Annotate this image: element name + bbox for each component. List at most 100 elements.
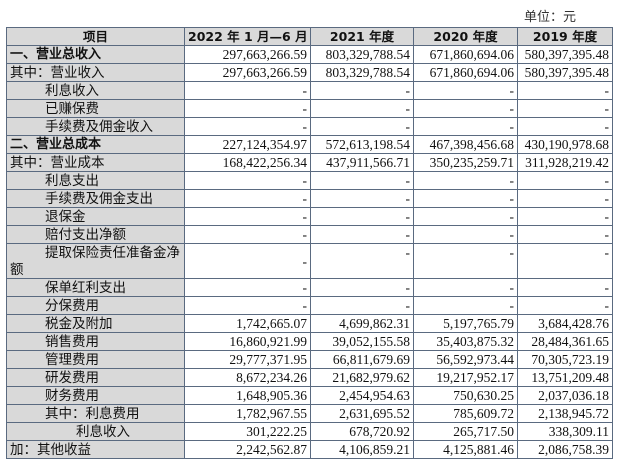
table-row: 研发费用 8,672,234.26 21,682,979.62 19,217,952.… bbox=[6, 368, 613, 387]
value-cell: 168,422,256.34 bbox=[184, 153, 311, 172]
value-cell: - bbox=[310, 207, 414, 226]
value-cell: - bbox=[310, 243, 414, 279]
value-cell: - bbox=[184, 81, 311, 100]
value-cell: 1,742,665.07 bbox=[184, 314, 311, 333]
table-row: 已赚保费 - - - - bbox=[6, 99, 613, 118]
value-cell: - bbox=[184, 117, 311, 136]
header-2019: 2019 年度 bbox=[517, 27, 613, 46]
row-label: 其中：营业成本 bbox=[6, 153, 185, 172]
table-row: 管理费用 29,777,371.95 66,811,679.69 56,592,973… bbox=[6, 350, 613, 369]
value-cell: - bbox=[413, 243, 518, 279]
value-cell: - bbox=[517, 278, 613, 297]
value-cell: - bbox=[310, 278, 414, 297]
value-cell: - bbox=[413, 171, 518, 190]
value-cell: 311,928,219.42 bbox=[517, 153, 613, 172]
value-cell: 2,037,036.18 bbox=[517, 386, 613, 405]
value-cell: 4,699,862.31 bbox=[310, 314, 414, 333]
value-cell: 350,235,259.71 bbox=[413, 153, 518, 172]
value-cell: 4,106,859.21 bbox=[310, 440, 414, 459]
value-cell: - bbox=[517, 296, 613, 315]
row-label: 其中：利息费用 bbox=[6, 404, 185, 423]
value-cell: - bbox=[310, 99, 414, 118]
value-cell: 28,484,361.65 bbox=[517, 332, 613, 351]
table-row: 分保费用 - - - - bbox=[6, 296, 613, 315]
value-cell: 2,138,945.72 bbox=[517, 404, 613, 423]
value-cell: 301,222.25 bbox=[184, 422, 311, 441]
value-cell: 13,751,209.48 bbox=[517, 368, 613, 387]
value-cell: 2,631,695.52 bbox=[310, 404, 414, 423]
row-label: 税金及附加 bbox=[6, 314, 185, 333]
value-cell: 430,190,978.68 bbox=[517, 135, 613, 154]
value-cell: 580,397,395.48 bbox=[517, 63, 613, 82]
value-cell: 8,672,234.26 bbox=[184, 368, 311, 387]
value-cell: - bbox=[184, 171, 311, 190]
row-label: 已赚保费 bbox=[6, 99, 185, 118]
value-cell: - bbox=[184, 225, 311, 244]
table-row: 其中：利息费用 1,782,967.55 2,631,695.52 785,609.7… bbox=[6, 404, 613, 423]
value-cell: 678,720.92 bbox=[310, 422, 414, 441]
value-cell: 785,609.72 bbox=[413, 404, 518, 423]
value-cell: 803,329,788.54 bbox=[310, 45, 414, 64]
value-cell: 467,398,456.68 bbox=[413, 135, 518, 154]
table-row: 手续费及佣金收入 - - - - bbox=[6, 117, 613, 136]
table-row: 利息收入 301,222.25 678,720.92 265,717.50 338,30… bbox=[6, 422, 613, 441]
value-cell: - bbox=[413, 225, 518, 244]
row-label: 手续费及佣金支出 bbox=[6, 189, 185, 208]
row-label: 提取保险责任准备金净额 bbox=[6, 243, 185, 279]
table-row: 提取保险责任准备金净额 - - - - bbox=[6, 243, 613, 279]
value-cell: - bbox=[413, 189, 518, 208]
value-cell: 19,217,952.17 bbox=[413, 368, 518, 387]
table-row: 保单红利支出 - - - - bbox=[6, 278, 613, 297]
value-cell: 16,860,921.99 bbox=[184, 332, 311, 351]
row-label: 二、营业总成本 bbox=[6, 135, 185, 154]
value-cell: 297,663,266.59 bbox=[184, 45, 311, 64]
value-cell: 29,777,371.95 bbox=[184, 350, 311, 369]
value-cell: 5,197,765.79 bbox=[413, 314, 518, 333]
value-cell: - bbox=[517, 243, 613, 279]
value-cell: 338,309.11 bbox=[517, 422, 613, 441]
value-cell: - bbox=[184, 99, 311, 118]
value-cell: - bbox=[517, 207, 613, 226]
value-cell: - bbox=[184, 243, 311, 279]
row-label: 一、营业总收入 bbox=[6, 45, 185, 64]
table-row: 其中：营业成本 168,422,256.34 437,911,566.71 350,2… bbox=[6, 153, 613, 172]
value-cell: - bbox=[517, 117, 613, 136]
value-cell: 2,242,562.87 bbox=[184, 440, 311, 459]
row-label: 手续费及佣金收入 bbox=[6, 117, 185, 136]
value-cell: - bbox=[310, 189, 414, 208]
value-cell: 56,592,973.44 bbox=[413, 350, 518, 369]
table-row: 二、营业总成本 227,124,354.97 572,613,198.54 467,3… bbox=[6, 135, 613, 154]
value-cell: 750,630.25 bbox=[413, 386, 518, 405]
row-label: 退保金 bbox=[6, 207, 185, 226]
value-cell: - bbox=[310, 117, 414, 136]
header-row: 项目 2022 年 1 月—6 月 2021 年度 2020 年度 2019 年… bbox=[6, 27, 613, 46]
value-cell: 572,613,198.54 bbox=[310, 135, 414, 154]
row-label: 赔付支出净额 bbox=[6, 225, 185, 244]
header-2022h1: 2022 年 1 月—6 月 bbox=[184, 27, 311, 46]
value-cell: 580,397,395.48 bbox=[517, 45, 613, 64]
row-label: 分保费用 bbox=[6, 296, 185, 315]
row-label: 其中：营业收入 bbox=[6, 63, 185, 82]
value-cell: - bbox=[413, 278, 518, 297]
value-cell: 70,305,723.19 bbox=[517, 350, 613, 369]
value-cell: - bbox=[413, 117, 518, 136]
value-cell: 437,911,566.71 bbox=[310, 153, 414, 172]
value-cell: - bbox=[310, 225, 414, 244]
value-cell: 297,663,266.59 bbox=[184, 63, 311, 82]
value-cell: - bbox=[517, 81, 613, 100]
table-row: 利息收入 - - - - bbox=[6, 81, 613, 100]
table-row: 销售费用 16,860,921.99 39,052,155.58 35,403,875… bbox=[6, 332, 613, 351]
value-cell: - bbox=[413, 99, 518, 118]
table-row: 手续费及佣金支出 - - - - bbox=[6, 189, 613, 208]
value-cell: - bbox=[310, 171, 414, 190]
header-item: 项目 bbox=[6, 27, 185, 46]
table-row: 退保金 - - - - bbox=[6, 207, 613, 226]
row-label: 财务费用 bbox=[6, 386, 185, 405]
row-label: 管理费用 bbox=[6, 350, 185, 369]
value-cell: 3,684,428.76 bbox=[517, 314, 613, 333]
row-label: 利息收入 bbox=[6, 81, 185, 100]
row-label: 销售费用 bbox=[6, 332, 185, 351]
header-2021: 2021 年度 bbox=[310, 27, 414, 46]
value-cell: - bbox=[184, 189, 311, 208]
value-cell: - bbox=[310, 81, 414, 100]
